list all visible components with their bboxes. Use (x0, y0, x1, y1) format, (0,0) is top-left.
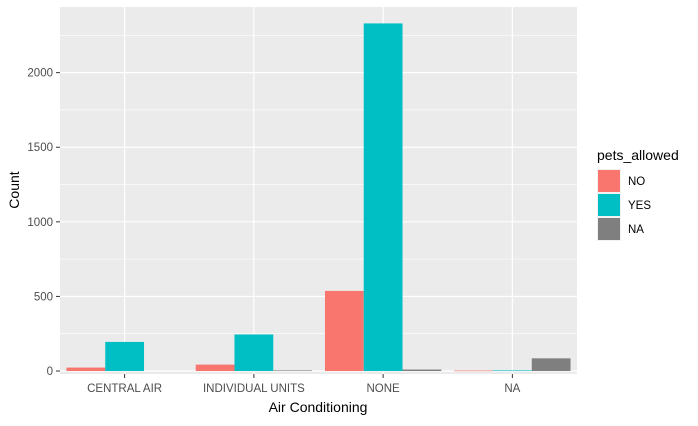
bar-no-individual-units (195, 364, 235, 372)
x-axis: CENTRAL AIR INDIVIDUAL UNITS NONE NA (87, 374, 521, 395)
grid-minor (60, 35, 577, 335)
bars (66, 23, 571, 372)
legend-label-yes: YES (628, 200, 651, 212)
y-axis-title: Count (6, 171, 22, 208)
legend-swatch-no (598, 170, 620, 192)
y-tick-label: 0 (47, 366, 53, 378)
y-tick-label: 500 (34, 291, 53, 303)
legend-swatch-na (598, 218, 620, 240)
legend-title: pets_allowed (597, 147, 679, 163)
y-axis: 0 500 1000 1500 2000 (27, 68, 60, 378)
bar-yes-central-air (105, 341, 145, 372)
legend-items: NO YES NA (597, 169, 651, 241)
y-tick-label: 1500 (27, 142, 53, 154)
bar-na-none (402, 369, 442, 372)
bar-yes-none (363, 23, 403, 372)
legend-swatch-yes (598, 194, 620, 216)
y-tick-label: 2000 (27, 68, 53, 80)
bar-na-individual-units (273, 370, 313, 372)
bar-na-na (531, 358, 571, 372)
plot-panel (60, 7, 577, 374)
bar-no-none (324, 290, 364, 372)
bar-yes-individual-units (234, 334, 274, 372)
legend-label-na: NA (628, 224, 644, 236)
legend-label-no: NO (628, 176, 645, 188)
bar-yes-na (492, 370, 532, 372)
bar-no-na (454, 370, 493, 372)
x-axis-title: Air Conditioning (269, 399, 368, 415)
y-tick-label: 1000 (27, 217, 53, 229)
x-tick-label: INDIVIDUAL UNITS (203, 383, 305, 395)
x-tick-label: CENTRAL AIR (87, 383, 162, 395)
x-tick-label: NA (504, 383, 520, 395)
legend: pets_allowed NO YES NA (597, 147, 679, 241)
bar-no-central-air (66, 367, 106, 372)
x-tick-label: NONE (367, 383, 401, 395)
